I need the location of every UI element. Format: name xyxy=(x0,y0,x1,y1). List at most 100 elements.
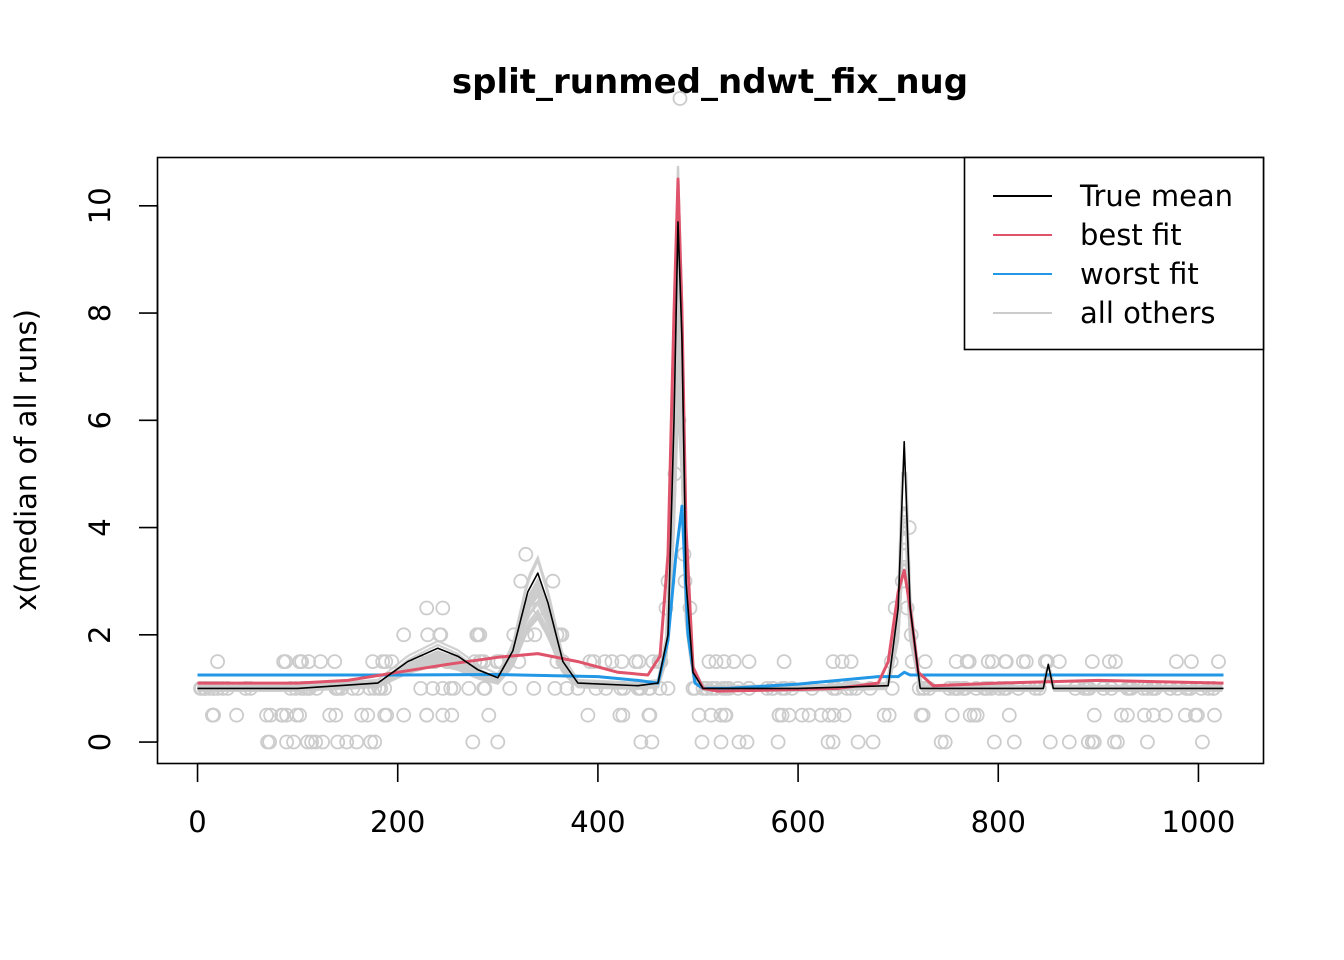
y-tick-label: 2 xyxy=(83,626,117,644)
observation-point xyxy=(1084,654,1100,669)
x-tick-label: 400 xyxy=(570,805,625,839)
observation-point xyxy=(1006,734,1022,750)
observation-point xyxy=(586,654,602,669)
observation-point xyxy=(614,654,630,669)
observation-point xyxy=(628,654,644,669)
observation-point xyxy=(944,707,960,723)
observation-point xyxy=(555,654,571,669)
observation-point xyxy=(615,707,631,723)
observation-point xyxy=(644,734,660,750)
all-others-curve xyxy=(197,407,1223,688)
observation-point xyxy=(365,654,381,669)
observation-point xyxy=(848,681,864,696)
observation-point xyxy=(300,734,316,750)
observation-point xyxy=(834,654,850,669)
observation-point xyxy=(294,654,310,669)
legend-label: True mean xyxy=(1079,179,1233,213)
observation-point xyxy=(279,734,295,750)
observation-point xyxy=(962,707,978,723)
observation-point xyxy=(1195,734,1210,750)
observation-point xyxy=(526,681,542,696)
observation-point xyxy=(1190,707,1205,723)
observation-point xyxy=(1184,654,1199,669)
all-others-curve xyxy=(197,407,1223,688)
observation-point xyxy=(598,681,614,696)
observation-point xyxy=(836,707,852,723)
observation-point xyxy=(1178,707,1193,723)
observation-point xyxy=(713,734,729,750)
chart-title: split_runmed_ndwt_fix_nug xyxy=(452,62,968,102)
observation-point xyxy=(350,681,366,696)
observation-point xyxy=(1001,707,1017,723)
observation-point xyxy=(1146,707,1161,723)
observation-point xyxy=(904,654,920,669)
observation-point xyxy=(933,734,949,750)
all-others-curve xyxy=(197,398,1223,690)
observation-point xyxy=(1140,734,1155,750)
observation-point xyxy=(1084,734,1100,750)
observation-point xyxy=(330,734,346,750)
observation-point xyxy=(813,707,829,723)
observation-point xyxy=(367,681,383,696)
observation-point xyxy=(685,681,701,696)
all-others-curve xyxy=(197,381,1223,687)
observation-point xyxy=(633,734,649,750)
y-tick-label: 0 xyxy=(83,733,117,751)
observation-point xyxy=(260,734,276,750)
observation-point xyxy=(1080,734,1096,750)
observation-point xyxy=(820,734,836,750)
x-tick-label: 0 xyxy=(188,805,206,839)
observation-point xyxy=(986,734,1002,750)
observation-point xyxy=(328,707,344,723)
observation-point xyxy=(481,707,497,723)
observation-point xyxy=(850,734,866,750)
observation-point xyxy=(718,707,734,723)
observation-point xyxy=(286,734,302,750)
x-tick-label: 600 xyxy=(770,805,825,839)
all-others-curve xyxy=(197,350,1223,689)
observation-point xyxy=(691,707,707,723)
observation-point xyxy=(477,681,493,696)
observation-point xyxy=(1169,654,1184,669)
observation-point xyxy=(435,600,451,616)
observation-point xyxy=(1107,734,1122,750)
observation-point xyxy=(1114,707,1129,723)
series-layer xyxy=(197,177,1224,693)
axes-layer: 0 200 400 600 800 1000 0 2 4 6 8 10 xyxy=(83,187,1235,839)
observation-point xyxy=(322,707,338,723)
observation-point xyxy=(377,707,393,723)
observation-point xyxy=(396,707,412,723)
observation-point xyxy=(1211,654,1226,669)
observation-point xyxy=(313,654,329,669)
observation-point xyxy=(206,707,222,723)
observation-point xyxy=(1042,734,1058,750)
observation-point xyxy=(1158,707,1173,723)
observation-point xyxy=(741,654,757,669)
observation-point xyxy=(419,600,435,616)
observation-point xyxy=(917,654,933,669)
observation-point xyxy=(1110,734,1125,750)
x-tick-label: 1000 xyxy=(1162,805,1236,839)
observation-point xyxy=(1137,707,1152,723)
legend-label: worst fit xyxy=(1080,257,1199,291)
observation-point xyxy=(362,681,378,696)
observation-point xyxy=(612,707,628,723)
observation-point xyxy=(513,573,529,589)
observation-point xyxy=(948,654,964,669)
observation-point xyxy=(276,654,292,669)
y-tick-label: 8 xyxy=(83,304,117,322)
observation-point xyxy=(1061,734,1077,750)
observation-point xyxy=(801,707,817,723)
all-others-curve xyxy=(197,387,1223,689)
observation-point xyxy=(360,707,376,723)
observation-point xyxy=(315,734,331,750)
observation-point xyxy=(413,681,429,696)
observation-point xyxy=(899,600,915,616)
observation-point xyxy=(349,734,365,750)
all-others-curve xyxy=(197,293,1223,691)
observation-point xyxy=(443,681,459,696)
observation-point xyxy=(547,681,563,696)
observation-point xyxy=(1086,707,1102,723)
observation-point xyxy=(377,681,393,696)
